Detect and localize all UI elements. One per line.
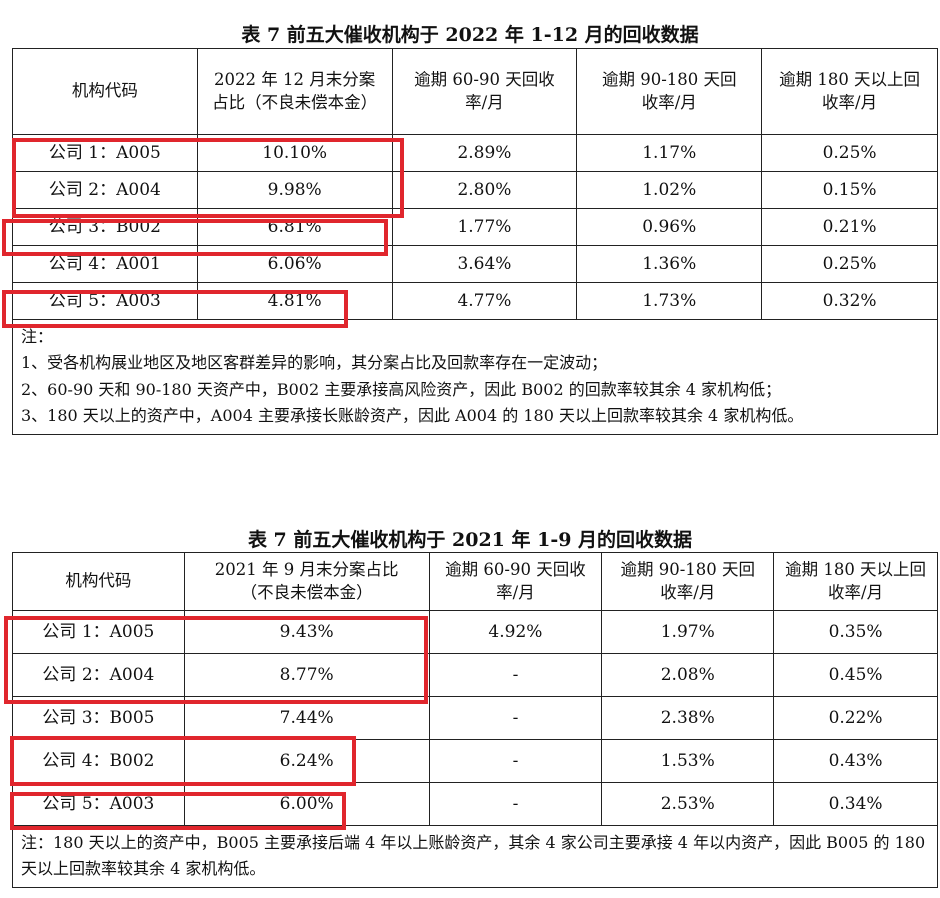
table-row: 公司 4：A001 6.06% 3.64% 1.36% 0.25% <box>12 245 938 283</box>
header-org-code: 机构代码 <box>12 552 185 611</box>
table1-notes: 注： 1、受各机构展业地区及地区客群差异的影响，其分案占比及回款率存在一定波动；… <box>12 319 938 435</box>
rate-180-plus-cell: 0.25% <box>761 245 938 283</box>
table-row: 公司 1：A005 10.10% 2.89% 1.17% 0.25% <box>12 134 938 172</box>
rate-60-90-cell: 2.89% <box>391 134 578 172</box>
org-code-cell: 公司 2：A004 <box>12 171 198 209</box>
table-row: 公司 5：A003 6.00% - 2.53% 0.34% <box>12 782 938 826</box>
table1-title: 表 7 前五大催收机构于 2022 年 1-12 月的回收数据 <box>241 24 699 46</box>
table2-title: 表 7 前五大催收机构于 2021 年 1-9 月的回收数据 <box>247 529 693 551</box>
rate-180-plus-cell: 0.15% <box>761 171 938 209</box>
table-row: 公司 1：A005 9.43% 4.92% 1.97% 0.35% <box>12 610 938 654</box>
note-line: 3、180 天以上的资产中，A004 主要承接长账龄资产，因此 A004 的 1… <box>21 406 804 426</box>
org-code-cell: 公司 4：B002 <box>12 739 185 783</box>
note-heading: 注： <box>21 327 54 346</box>
rate-180-plus-cell: 0.43% <box>773 739 938 783</box>
header-60-90: 逾期 60-90 天回收率/月 <box>428 552 603 611</box>
rate-90-180-cell: 1.73% <box>576 282 763 320</box>
rate-90-180-cell: 1.17% <box>576 134 763 172</box>
org-code-cell: 公司 1：A005 <box>12 134 198 172</box>
rate-90-180-cell: 2.08% <box>601 653 775 697</box>
share-cell: 4.81% <box>196 282 393 320</box>
header-90-180: 逾期 90-180 天回收率/月 <box>601 552 775 611</box>
share-cell: 6.06% <box>196 245 393 283</box>
table-row: 公司 5：A003 4.81% 4.77% 1.73% 0.32% <box>12 282 938 320</box>
table-row: 公司 2：A004 9.98% 2.80% 1.02% 0.15% <box>12 171 938 209</box>
table-row: 公司 4：B002 6.24% - 1.53% 0.43% <box>12 739 938 783</box>
org-code-cell: 公司 1：A005 <box>12 610 185 654</box>
header-180-plus: 逾期 180 天以上回收率/月 <box>761 48 938 135</box>
share-cell: 6.81% <box>196 208 393 246</box>
share-cell: 9.43% <box>183 610 430 654</box>
share-cell: 10.10% <box>196 134 393 172</box>
rate-90-180-cell: 0.96% <box>576 208 763 246</box>
rate-60-90-cell: 4.92% <box>428 610 603 654</box>
table2: 机构代码 2021 年 9 月末分案占比（不良未偿本金） 逾期 60-90 天回… <box>12 552 938 888</box>
table2-note: 注：180 天以上的资产中，B005 主要承接后端 4 年以上账龄资产，其余 4… <box>12 825 938 888</box>
share-cell: 7.44% <box>183 696 430 740</box>
rate-180-plus-cell: 0.32% <box>761 282 938 320</box>
header-90-180: 逾期 90-180 天回收率/月 <box>576 48 763 135</box>
table1: 机构代码 2022 年 12 月末分案占比（不良未偿本金） 逾期 60-90 天… <box>12 48 938 435</box>
share-cell: 6.24% <box>183 739 430 783</box>
org-code-cell: 公司 5：A003 <box>12 782 185 826</box>
rate-180-plus-cell: 0.22% <box>773 696 938 740</box>
table-row: 公司 2：A004 8.77% - 2.08% 0.45% <box>12 653 938 697</box>
rate-60-90-cell: - <box>428 739 603 783</box>
rate-60-90-cell: - <box>428 782 603 826</box>
rate-180-plus-cell: 0.45% <box>773 653 938 697</box>
rate-180-plus-cell: 0.21% <box>761 208 938 246</box>
table-row: 公司 3：B002 6.81% 1.77% 0.96% 0.21% <box>12 208 938 246</box>
table-row: 公司 3：B005 7.44% - 2.38% 0.22% <box>12 696 938 740</box>
share-cell: 8.77% <box>183 653 430 697</box>
note-line: 1、受各机构展业地区及地区客群差异的影响，其分案占比及回款率存在一定波动； <box>21 353 608 373</box>
rate-180-plus-cell: 0.35% <box>773 610 938 654</box>
rate-60-90-cell: 3.64% <box>391 245 578 283</box>
header-share: 2021 年 9 月末分案占比（不良未偿本金） <box>183 552 430 611</box>
rate-180-plus-cell: 0.34% <box>773 782 938 826</box>
org-code-cell: 公司 5：A003 <box>12 282 198 320</box>
org-code-cell: 公司 3：B005 <box>12 696 185 740</box>
share-cell: 6.00% <box>183 782 430 826</box>
org-code-cell: 公司 2：A004 <box>12 653 185 697</box>
rate-60-90-cell: - <box>428 696 603 740</box>
rate-180-plus-cell: 0.25% <box>761 134 938 172</box>
org-code-cell: 公司 4：A001 <box>12 245 198 283</box>
rate-90-180-cell: 1.53% <box>601 739 775 783</box>
rate-90-180-cell: 2.53% <box>601 782 775 826</box>
header-share: 2022 年 12 月末分案占比（不良未偿本金） <box>196 48 393 135</box>
note-line: 2、60-90 天和 90-180 天资产中，B002 主要承接高风险资产，因此… <box>21 379 782 399</box>
rate-90-180-cell: 1.02% <box>576 171 763 209</box>
share-cell: 9.98% <box>196 171 393 209</box>
header-org-code: 机构代码 <box>12 48 198 135</box>
rate-90-180-cell: 1.36% <box>576 245 763 283</box>
rate-90-180-cell: 1.97% <box>601 610 775 654</box>
org-code-cell: 公司 3：B002 <box>12 208 198 246</box>
rate-90-180-cell: 2.38% <box>601 696 775 740</box>
rate-60-90-cell: - <box>428 653 603 697</box>
rate-60-90-cell: 2.80% <box>391 171 578 209</box>
header-60-90: 逾期 60-90 天回收率/月 <box>391 48 578 135</box>
rate-60-90-cell: 1.77% <box>391 208 578 246</box>
header-180-plus: 逾期 180 天以上回收率/月 <box>773 552 938 611</box>
rate-60-90-cell: 4.77% <box>391 282 578 320</box>
